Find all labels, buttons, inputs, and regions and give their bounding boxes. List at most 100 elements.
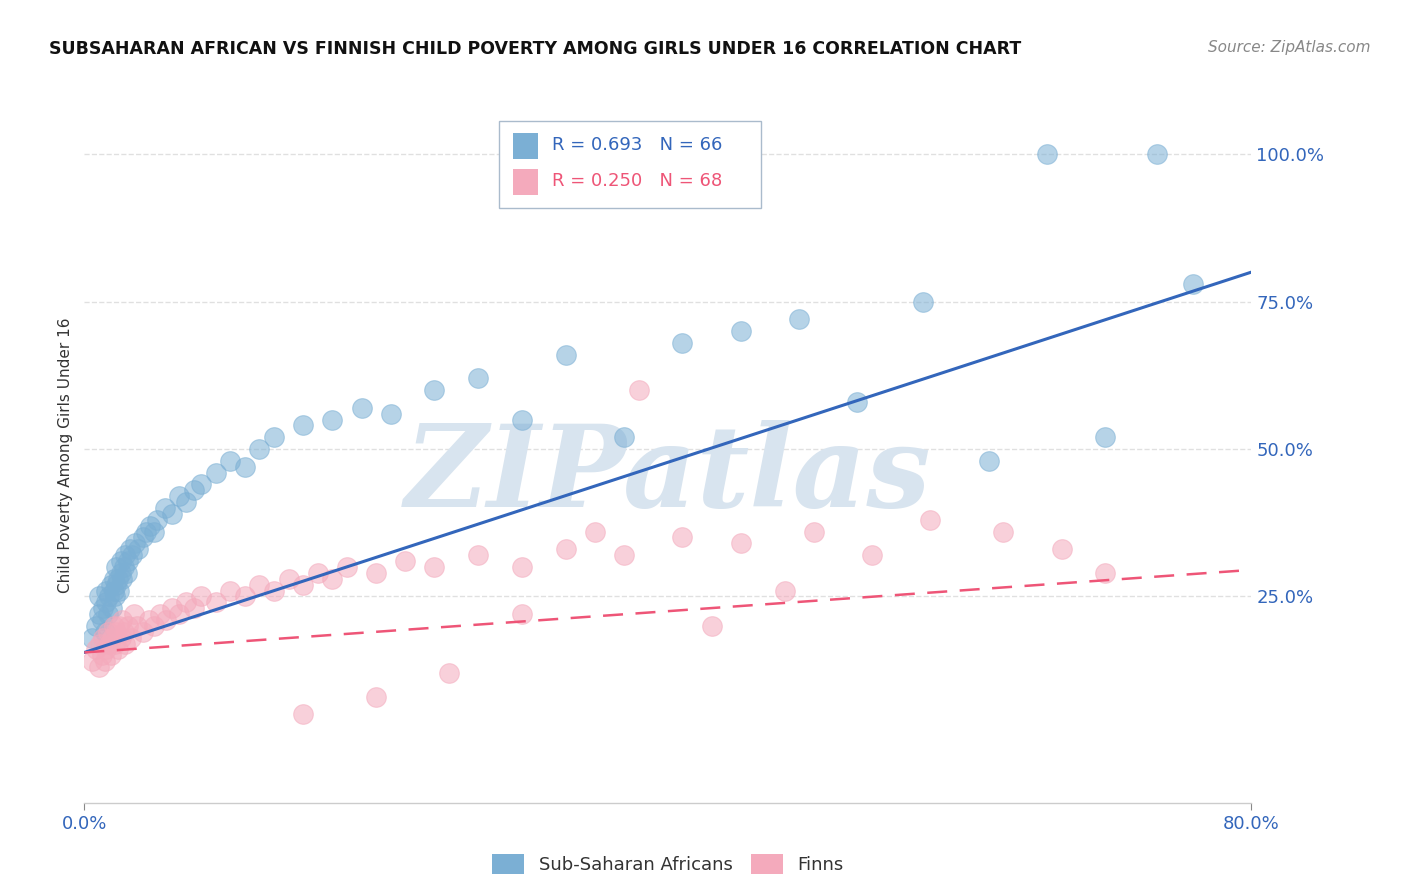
Point <box>112 624 135 639</box>
Point <box>1094 430 1116 444</box>
Point <box>1050 542 1073 557</box>
Point <box>91 601 114 615</box>
Point <box>117 619 139 633</box>
Point <box>89 637 111 651</box>
Point <box>160 507 183 521</box>
Point <box>1181 277 1204 291</box>
Point <box>204 466 226 480</box>
Point <box>87 590 110 604</box>
Point <box>292 577 315 591</box>
Point <box>105 560 128 574</box>
Point <box>84 619 107 633</box>
Point <box>110 566 132 580</box>
Point <box>105 624 128 639</box>
Text: SUBSAHARAN AFRICAN VS FINNISH CHILD POVERTY AMONG GIRLS UNDER 16 CORRELATION CHA: SUBSAHARAN AFRICAN VS FINNISH CHILD POVE… <box>49 40 1022 58</box>
Point <box>114 637 136 651</box>
Point <box>219 583 242 598</box>
Point <box>773 583 796 598</box>
Point <box>263 583 285 598</box>
Point <box>97 624 120 639</box>
Point <box>292 707 315 722</box>
Point <box>700 619 723 633</box>
Point <box>730 536 752 550</box>
Point <box>120 631 142 645</box>
Point <box>135 524 157 539</box>
Point <box>510 560 533 574</box>
Point <box>423 383 446 397</box>
Point <box>583 524 606 539</box>
Point <box>671 531 693 545</box>
Point <box>263 430 285 444</box>
Point <box>510 412 533 426</box>
Point <box>96 642 118 657</box>
Point <box>104 590 127 604</box>
Point <box>87 660 110 674</box>
Point <box>554 348 576 362</box>
Point <box>912 294 935 309</box>
Point <box>87 607 110 621</box>
Point <box>176 595 198 609</box>
Point <box>554 542 576 557</box>
Point <box>204 595 226 609</box>
Point <box>613 430 636 444</box>
Point <box>97 607 120 621</box>
Legend: Sub-Saharan Africans, Finns: Sub-Saharan Africans, Finns <box>492 854 844 874</box>
Point <box>394 554 416 568</box>
FancyBboxPatch shape <box>499 121 761 208</box>
Point <box>104 637 127 651</box>
Y-axis label: Child Poverty Among Girls Under 16: Child Poverty Among Girls Under 16 <box>58 318 73 592</box>
Point <box>143 619 166 633</box>
Point <box>103 583 125 598</box>
Point <box>149 607 172 621</box>
Point <box>100 648 122 663</box>
Point <box>787 312 810 326</box>
Point <box>91 631 114 645</box>
Point <box>366 690 388 704</box>
Point <box>132 531 155 545</box>
Point <box>101 631 124 645</box>
Point <box>321 572 343 586</box>
Point <box>98 590 121 604</box>
Point <box>90 648 112 663</box>
Point <box>111 613 134 627</box>
Point <box>110 631 132 645</box>
Point <box>118 542 141 557</box>
Bar <box>513 133 538 159</box>
Point <box>190 477 212 491</box>
Point <box>100 577 122 591</box>
Point <box>366 566 388 580</box>
Point <box>423 560 446 574</box>
Point <box>292 418 315 433</box>
Point <box>94 624 117 639</box>
Point <box>1146 147 1168 161</box>
Point <box>111 572 134 586</box>
Point <box>96 583 118 598</box>
Point <box>336 560 359 574</box>
Point <box>176 495 198 509</box>
Point <box>108 619 131 633</box>
Point <box>103 572 125 586</box>
Point <box>138 613 160 627</box>
Point <box>1094 566 1116 580</box>
Point <box>98 637 121 651</box>
Point <box>167 607 190 621</box>
Point <box>247 577 270 591</box>
Point <box>80 631 103 645</box>
Point <box>183 601 205 615</box>
Point <box>121 548 143 562</box>
Point <box>80 654 103 668</box>
Point <box>105 577 128 591</box>
Point <box>160 601 183 615</box>
Point <box>90 613 112 627</box>
Point <box>671 335 693 350</box>
Text: ZIPatlas: ZIPatlas <box>405 420 931 532</box>
Point <box>247 442 270 456</box>
Point <box>920 513 942 527</box>
Point <box>110 554 132 568</box>
Point <box>993 524 1015 539</box>
Point <box>321 412 343 426</box>
Point <box>183 483 205 498</box>
Point <box>103 619 125 633</box>
Point <box>94 654 117 668</box>
Point <box>153 500 176 515</box>
